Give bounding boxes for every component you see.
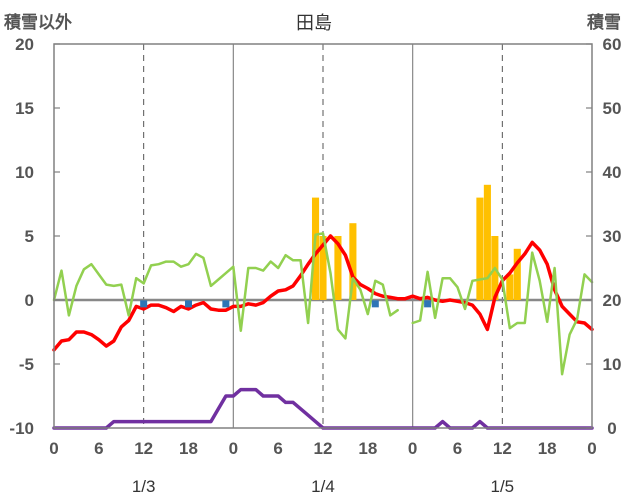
precipitation-bar (476, 197, 484, 300)
x-tick-label: 6 (94, 439, 103, 458)
data-marker (222, 300, 230, 308)
precipitation-bar (513, 248, 521, 300)
y2-tick-label: 50 (603, 99, 622, 118)
y-tick-label: 15 (15, 99, 34, 118)
y-tick-label: 5 (25, 227, 34, 246)
chart-title: 田島 (296, 13, 332, 33)
y2-tick-label: 40 (603, 163, 622, 182)
date-label: 1/5 (491, 477, 515, 496)
precipitation-bar (319, 236, 327, 300)
y2-tick-label: 30 (603, 227, 622, 246)
right-axis-title: 積雪 (587, 13, 621, 32)
y-tick-label: 0 (25, 291, 34, 310)
y-tick-label: 10 (15, 163, 34, 182)
data-marker (424, 300, 432, 308)
x-tick-label: 6 (453, 439, 462, 458)
left-axis-title: 積雪以外 (4, 13, 72, 32)
y-tick-label: -10 (9, 419, 34, 438)
x-tick-label: 12 (314, 439, 333, 458)
y2-tick-label: 60 (603, 35, 622, 54)
x-tick-label: 12 (134, 439, 153, 458)
x-tick-label: 18 (358, 439, 377, 458)
precipitation-bar (349, 223, 357, 300)
y-tick-label: -5 (19, 355, 34, 374)
x-tick-label: 6 (273, 439, 282, 458)
markers-layer (140, 300, 432, 308)
plot-frame (53, 43, 593, 429)
y-tick-label: 20 (15, 35, 34, 54)
x-tick-label: 0 (408, 439, 417, 458)
date-label: 1/4 (311, 477, 335, 496)
y2-tick-label: 10 (603, 355, 622, 374)
x-tick-label: 0 (229, 439, 238, 458)
x-tick-label: 0 (587, 439, 596, 458)
precipitation-bar (506, 274, 514, 300)
precipitation-bars (311, 184, 521, 300)
date-label: 1/3 (132, 477, 156, 496)
y2-tick-label: 0 (607, 419, 616, 438)
x-tick-label: 18 (538, 439, 557, 458)
precipitation-bar (334, 236, 342, 300)
data-marker (371, 300, 379, 308)
x-tick-label: 0 (49, 439, 58, 458)
data-marker (185, 300, 192, 308)
y2-tick-label: 20 (603, 291, 622, 310)
x-tick-label: 18 (179, 439, 198, 458)
data-marker (140, 300, 148, 308)
series-line-wind (52, 232, 594, 376)
x-tick-label: 12 (493, 439, 512, 458)
precipitation-bar (483, 184, 491, 300)
